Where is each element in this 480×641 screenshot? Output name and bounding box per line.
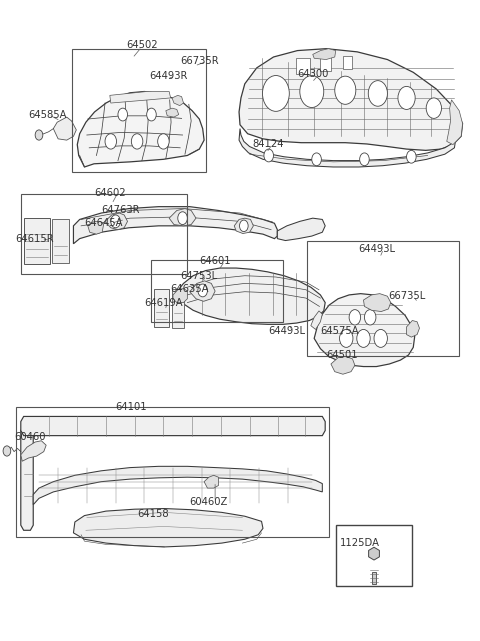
Circle shape (335, 76, 356, 104)
Polygon shape (277, 218, 325, 240)
Circle shape (339, 329, 353, 347)
Polygon shape (169, 208, 196, 226)
Bar (336, 525, 412, 586)
Bar (343, 56, 352, 69)
Circle shape (360, 153, 369, 166)
Text: 84124: 84124 (252, 139, 284, 149)
Text: 64101: 64101 (116, 402, 147, 412)
Polygon shape (311, 311, 323, 329)
Text: 64575A: 64575A (321, 326, 359, 336)
Text: 66735L: 66735L (388, 291, 426, 301)
Text: 64585A: 64585A (28, 110, 67, 119)
Circle shape (312, 153, 322, 166)
Text: 60460Z: 60460Z (190, 497, 228, 507)
Text: 64501: 64501 (326, 350, 358, 360)
Bar (72, 49, 206, 172)
Text: 64635A: 64635A (170, 283, 209, 294)
Polygon shape (190, 281, 215, 301)
Polygon shape (314, 294, 415, 367)
Circle shape (178, 212, 187, 224)
Polygon shape (172, 96, 183, 106)
Text: 64602: 64602 (94, 188, 126, 197)
Polygon shape (173, 288, 187, 303)
Text: 64502: 64502 (126, 40, 158, 51)
Polygon shape (53, 117, 76, 140)
Circle shape (264, 149, 274, 162)
Bar (321, 57, 331, 71)
Polygon shape (407, 320, 420, 337)
Polygon shape (166, 108, 179, 117)
Circle shape (157, 134, 169, 149)
Polygon shape (204, 475, 218, 488)
Text: 64645A: 64645A (84, 219, 123, 228)
Circle shape (35, 130, 43, 140)
Bar (152, 260, 283, 322)
Circle shape (426, 98, 442, 119)
Circle shape (407, 151, 416, 163)
Polygon shape (73, 508, 263, 547)
Polygon shape (331, 356, 355, 374)
Polygon shape (73, 206, 277, 244)
Polygon shape (88, 221, 104, 234)
Circle shape (374, 329, 387, 347)
Bar (172, 288, 184, 328)
Bar (297, 58, 310, 74)
Circle shape (105, 134, 117, 149)
Circle shape (349, 310, 360, 325)
Circle shape (368, 81, 387, 106)
Polygon shape (239, 49, 463, 151)
Polygon shape (234, 218, 253, 233)
Bar (16, 407, 328, 537)
Polygon shape (33, 467, 323, 504)
Circle shape (132, 134, 143, 149)
Text: 66735R: 66735R (180, 56, 219, 67)
Polygon shape (21, 426, 33, 530)
Text: 64601: 64601 (199, 256, 231, 266)
Text: 60460: 60460 (14, 432, 46, 442)
Text: 64763R: 64763R (101, 206, 140, 215)
Circle shape (147, 108, 156, 121)
Circle shape (398, 87, 415, 110)
Text: 64493L: 64493L (359, 244, 396, 254)
Polygon shape (110, 92, 170, 103)
Polygon shape (21, 417, 325, 436)
Bar (52, 219, 69, 263)
Text: 64493L: 64493L (269, 326, 306, 336)
Polygon shape (313, 49, 336, 60)
Polygon shape (105, 213, 128, 229)
Text: 1125DA: 1125DA (340, 538, 380, 548)
Bar (154, 288, 169, 327)
Bar (372, 572, 376, 585)
Polygon shape (363, 294, 391, 312)
Circle shape (3, 446, 11, 456)
Text: 64753L: 64753L (180, 271, 217, 281)
Polygon shape (21, 441, 46, 462)
Text: 64158: 64158 (137, 509, 169, 519)
Circle shape (300, 76, 324, 108)
Text: 64619A: 64619A (144, 297, 183, 308)
Polygon shape (77, 92, 204, 167)
Polygon shape (177, 268, 325, 324)
Polygon shape (369, 547, 379, 560)
Bar (24, 218, 50, 264)
Circle shape (357, 329, 370, 347)
Bar (307, 240, 459, 356)
Circle shape (263, 76, 289, 112)
Text: 64615R: 64615R (15, 233, 54, 244)
Text: 64493R: 64493R (149, 71, 187, 81)
Polygon shape (239, 129, 456, 167)
Circle shape (111, 215, 120, 228)
Circle shape (240, 220, 248, 231)
Bar (21, 194, 187, 274)
Text: 64300: 64300 (298, 69, 329, 79)
Polygon shape (447, 100, 463, 145)
Circle shape (198, 284, 207, 297)
Circle shape (118, 108, 128, 121)
Circle shape (364, 310, 376, 325)
